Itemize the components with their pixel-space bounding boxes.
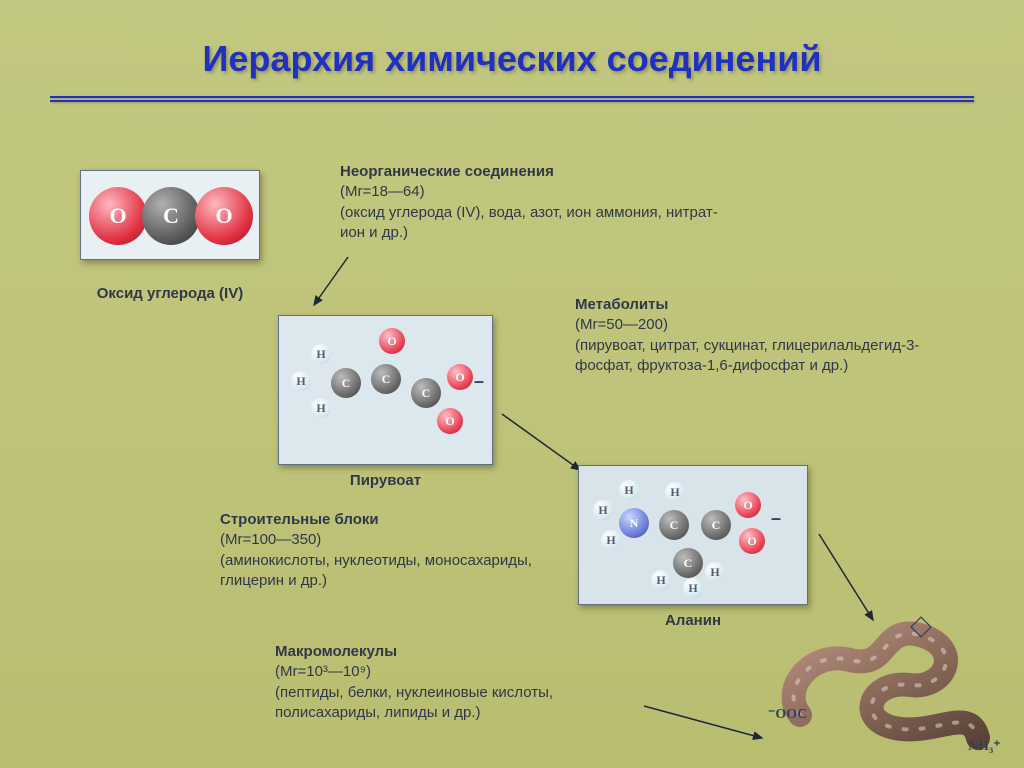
title-divider — [50, 96, 974, 102]
block-macro: Макромолекулы (Mr=10³—10⁹) (пептиды, бел… — [275, 642, 645, 723]
mass-macro: (Mr=10³—10⁹) — [275, 662, 645, 682]
header-macro: Макромолекулы — [275, 642, 645, 662]
atom-c: C — [673, 548, 703, 578]
header-building: Строительные блоки — [220, 510, 540, 530]
atom-o: O — [447, 364, 473, 390]
arrow-2 — [498, 410, 588, 485]
atom-h: H — [619, 480, 639, 500]
atom-oxygen: O — [89, 187, 147, 245]
block-metabolites: Метаболиты (Mr=50—200) (пирувоат, цитрат… — [575, 295, 935, 376]
atom-h: H — [593, 500, 613, 520]
protein-c-term: NH₃⁺ — [968, 738, 1001, 755]
atom-c: C — [411, 378, 441, 408]
caption-pyruvate: Пирувоат — [278, 472, 493, 489]
header-inorganic: Неорганические соединения — [340, 162, 720, 182]
arrow-1 — [310, 255, 360, 320]
molecule-alanine: H H H N C H C H H H C O O – — [578, 465, 808, 605]
atom-o: O — [437, 408, 463, 434]
header-metabolites: Метаболиты — [575, 295, 935, 315]
molecule-pyruvate: H H H C C O C O O – — [278, 315, 493, 465]
atom-o: O — [735, 492, 761, 518]
block-inorganic: Неорганические соединения (Mr=18—64) (ок… — [340, 162, 720, 243]
mass-metabolites: (Mr=50—200) — [575, 315, 935, 335]
atom-c: C — [659, 510, 689, 540]
atom-c: C — [701, 510, 731, 540]
atom-h: H — [311, 344, 331, 364]
atom-oxygen: O — [195, 187, 253, 245]
caption-co2: Оксид углерода (IV) — [80, 285, 260, 302]
atom-h: H — [651, 570, 671, 590]
examples-macro: (пептиды, белки, нуклеиновые кислоты, по… — [275, 683, 645, 724]
molecule-protein: ⁻OOC NH₃⁺ — [770, 610, 1000, 760]
atom-carbon: C — [142, 187, 200, 245]
examples-metabolites: (пирувоат, цитрат, сукцинат, глицерилаль… — [575, 336, 935, 377]
examples-inorganic: (оксид углерода (IV), вода, азот, ион ам… — [340, 203, 720, 244]
atom-o: O — [739, 528, 765, 554]
atom-o: O — [379, 328, 405, 354]
atom-h: H — [291, 371, 311, 391]
block-building: Строительные блоки (Mr=100—350) (аминоки… — [220, 510, 540, 591]
atom-c: C — [371, 364, 401, 394]
mass-building: (Mr=100—350) — [220, 530, 540, 550]
atom-c: C — [331, 368, 361, 398]
atom-h: H — [665, 482, 685, 502]
atom-h: H — [311, 398, 331, 418]
atom-n: N — [619, 508, 649, 538]
protein-n-term: ⁻OOC — [768, 706, 807, 723]
examples-building: (аминокислоты, нуклеотиды, моносахариды,… — [220, 551, 540, 592]
arrow-4 — [640, 700, 770, 755]
slide-title: Иерархия химических соединений — [0, 38, 1024, 80]
molecule-co2: O C O — [80, 170, 260, 260]
atom-h: H — [705, 562, 725, 582]
mass-inorganic: (Mr=18—64) — [340, 182, 720, 202]
atom-h: H — [601, 530, 621, 550]
atom-h: H — [683, 578, 703, 598]
